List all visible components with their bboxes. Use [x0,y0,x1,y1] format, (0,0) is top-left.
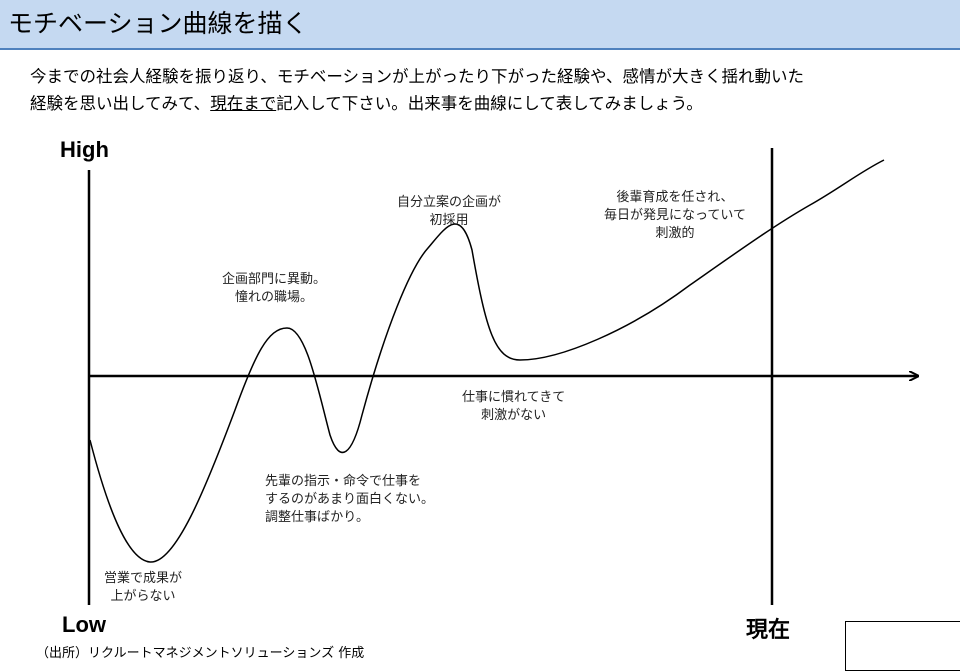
annotation-transfer: 企画部門に異動。 憧れの職場。 [222,271,326,307]
annotation-sales: 営業で成果が 上がらない [104,570,182,606]
y-axis-high-label: High [60,137,109,162]
annotation-mentoring: 後輩育成を任され、 毎日が発見になっていて 刺激的 [604,189,746,243]
now-label: 現在 [746,617,791,642]
page-title: モチベーション曲線を描く [8,9,308,38]
annotation-line: 憧れの職場。 [235,290,314,305]
annotation-line: 初採用 [429,213,469,228]
annotation-line: 刺激がない [481,408,547,423]
annotation-line: 自分立案の企画が [397,195,502,210]
annotation-line: 後輩育成を任され、 [616,190,734,205]
annotation-first-plan: 自分立案の企画が 初採用 [397,194,501,230]
instructions-line-2: 経験を思い出してみて、現在まで記入して下さい。出来事を曲線にして表してみましょう… [30,90,940,117]
instructions-line-2-pre: 経験を思い出してみて、 [30,94,211,113]
annotation-line: 上がらない [110,589,176,604]
annotation-line: するのがあまり面白くない。 [265,492,435,507]
annotation-line: 調整仕事ばかり。 [265,510,370,525]
annotation-senior-orders: 先輩の指示・命令で仕事を するのがあまり面白くない。 調整仕事ばかり。 [265,473,434,527]
source-note: （出所）リクルートマネジメントソリューションズ 作成 [36,646,365,661]
instructions: 今までの社会人経験を振り返り、モチベーションが上がったり下がった経験や、感情が大… [30,63,940,117]
annotation-line: 仕事に慣れてきて [462,390,566,405]
annotation-line: 刺激的 [655,226,695,241]
annotation-line: 営業で成果が [104,571,183,586]
instructions-line-2-post: 記入して下さい。出来事を曲線にして表してみましょう。 [276,94,703,113]
y-axis-low-label: Low [62,612,106,637]
title-bar: モチベーション曲線を描く [0,0,960,50]
instructions-emphasis: 現在まで [210,94,277,113]
annotation-used-to-work: 仕事に慣れてきて 刺激がない [462,389,565,425]
motivation-curve [89,159,885,563]
corner-box [845,621,960,671]
annotation-line: 毎日が発見になっていて [604,208,746,223]
annotation-line: 企画部門に異動。 [222,272,327,287]
annotation-line: 先輩の指示・命令で仕事を [265,474,422,489]
instructions-line-1: 今までの社会人経験を振り返り、モチベーションが上がったり下がった経験や、感情が大… [30,67,805,86]
